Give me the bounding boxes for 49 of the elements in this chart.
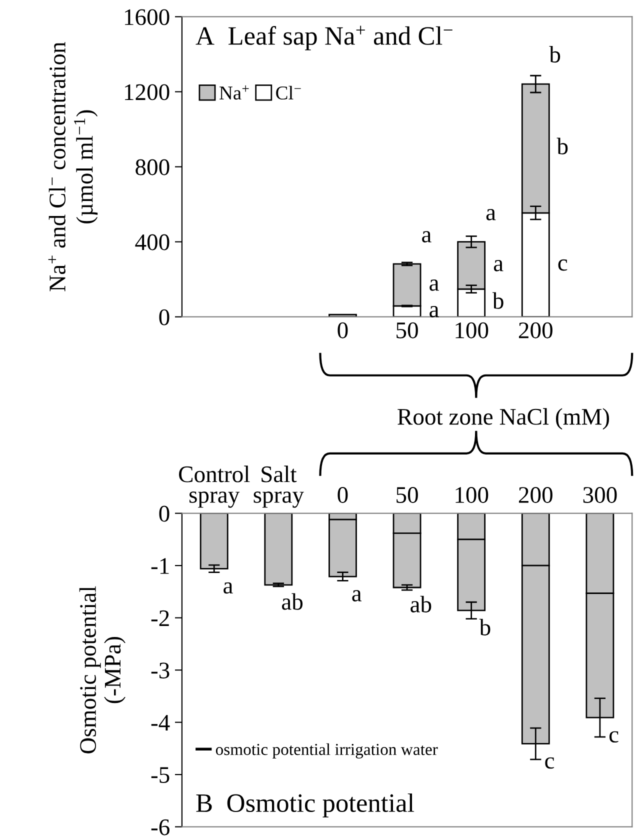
text: B Osmotic potential: [196, 793, 414, 818]
legend-label: osmotic potential irrigation water: [216, 743, 438, 759]
x-tick-label: 0: [338, 487, 348, 503]
data-label: a: [494, 260, 504, 272]
x-tick-label: Salt spray: [254, 466, 304, 508]
legend-label: Cl$^{−}$: [276, 86, 301, 100]
y-tick-label: 400: [135, 234, 170, 250]
data-label: a: [224, 582, 233, 594]
data-label: a: [430, 280, 439, 291]
y-tick-label: 1200: [125, 84, 170, 100]
x-axis-title: Root zone NaCl (mM): [398, 408, 610, 430]
chart-title: A Leaf sap Na$^{+}$ and Cl$^{−}$: [196, 26, 452, 50]
annotation: a: [422, 231, 432, 242]
x-tick-label: 200: [518, 487, 552, 503]
y-axis-title: Na$^{+}$ and Cl$^{−}$ concentration (µmol ml$^{−1}$): [48, 42, 98, 292]
y-tick-label: -6: [151, 819, 170, 836]
bar: [200, 513, 228, 570]
data-label: ab: [282, 593, 303, 610]
y-axis-title: Osmotic potential (-MPa): [79, 586, 126, 754]
y-tick-label: -2: [151, 610, 169, 626]
x-tick-label: 300: [583, 487, 617, 503]
data-label: a: [352, 590, 362, 602]
data-label: a: [430, 306, 439, 318]
x-tick-label: 50: [396, 487, 418, 503]
y-tick-label: -3: [151, 662, 170, 678]
x-tick-label: 0: [338, 322, 348, 338]
data-label: c: [609, 731, 618, 743]
x-tick-label: 50: [396, 322, 418, 338]
data-label: b: [479, 618, 490, 636]
y-tick-label: 0: [159, 309, 170, 326]
y-tick-label: 800: [136, 159, 170, 176]
data-label: b: [556, 138, 568, 154]
x-tick-label: 100: [456, 487, 488, 503]
y-tick-label: 1600: [125, 9, 170, 26]
data-label: c: [558, 259, 568, 271]
x-tick-label: 100: [456, 322, 488, 338]
y-tick-label: 0: [159, 506, 170, 522]
bar: [264, 513, 293, 586]
y-tick-label: -1: [151, 558, 169, 574]
y-tick-label: -5: [151, 767, 170, 783]
annotation: a: [486, 209, 496, 220]
x-tick-label: 200: [518, 322, 552, 338]
legend-label: Na$^{+}$: [219, 85, 249, 100]
data-label: ab: [410, 596, 432, 612]
data-label: c: [545, 757, 554, 769]
annotation: b: [549, 46, 560, 63]
data-label: b: [492, 292, 504, 309]
x-tick-label: Control spray: [179, 466, 250, 508]
y-tick-label: -4: [151, 714, 170, 730]
